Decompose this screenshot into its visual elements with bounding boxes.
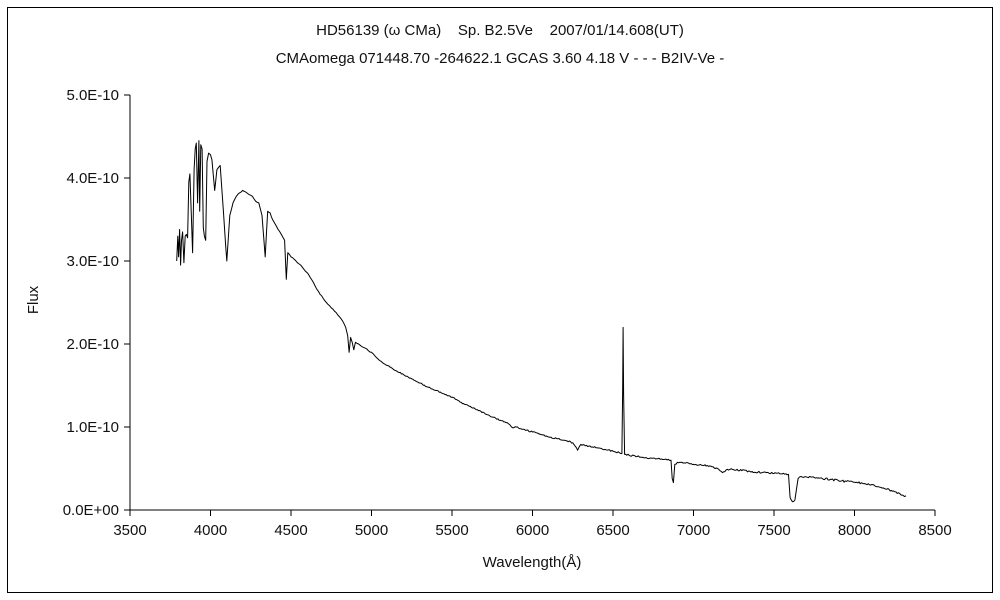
y-axis-label: Flux xyxy=(25,285,42,314)
x-tick-label: 8000 xyxy=(838,522,871,539)
x-tick-label: 6500 xyxy=(596,522,629,539)
outer-border-frame xyxy=(7,7,993,593)
x-axis-label: Wavelength(Å) xyxy=(483,554,582,571)
y-tick-label: 4.0E-10 xyxy=(66,170,119,187)
x-tick-label: 6000 xyxy=(516,522,549,539)
chart-subtitle: CMAomega 071448.70 -264622.1 GCAS 3.60 4… xyxy=(275,50,725,67)
x-tick-label: 5000 xyxy=(355,522,388,539)
y-tick-label: 1.0E-10 xyxy=(66,419,119,436)
x-tick-label: 5500 xyxy=(435,522,468,539)
spectrum-line xyxy=(176,140,907,503)
plot-generated-group: 3500 4000 4500 5000 5500 6000 6500 7000 7500 8000… xyxy=(63,87,952,539)
x-tick-label: 4000 xyxy=(194,522,227,539)
x-tick-label: 7000 xyxy=(677,522,710,539)
y-tick-label: 0.0E+00 xyxy=(63,502,119,519)
x-tick-label: 3500 xyxy=(113,522,146,539)
x-tick-label: 4500 xyxy=(274,522,307,539)
y-tick-label: 5.0E-10 xyxy=(66,87,119,104)
y-tick-label: 3.0E-10 xyxy=(66,253,119,270)
x-tick-label: 7500 xyxy=(757,522,790,539)
chart-title: HD56139 (ω CMa) Sp. B2.5Ve 2007/01/14.60… xyxy=(316,22,684,39)
y-tick-label: 2.0E-10 xyxy=(66,336,119,353)
x-tick-label: 8500 xyxy=(918,522,951,539)
